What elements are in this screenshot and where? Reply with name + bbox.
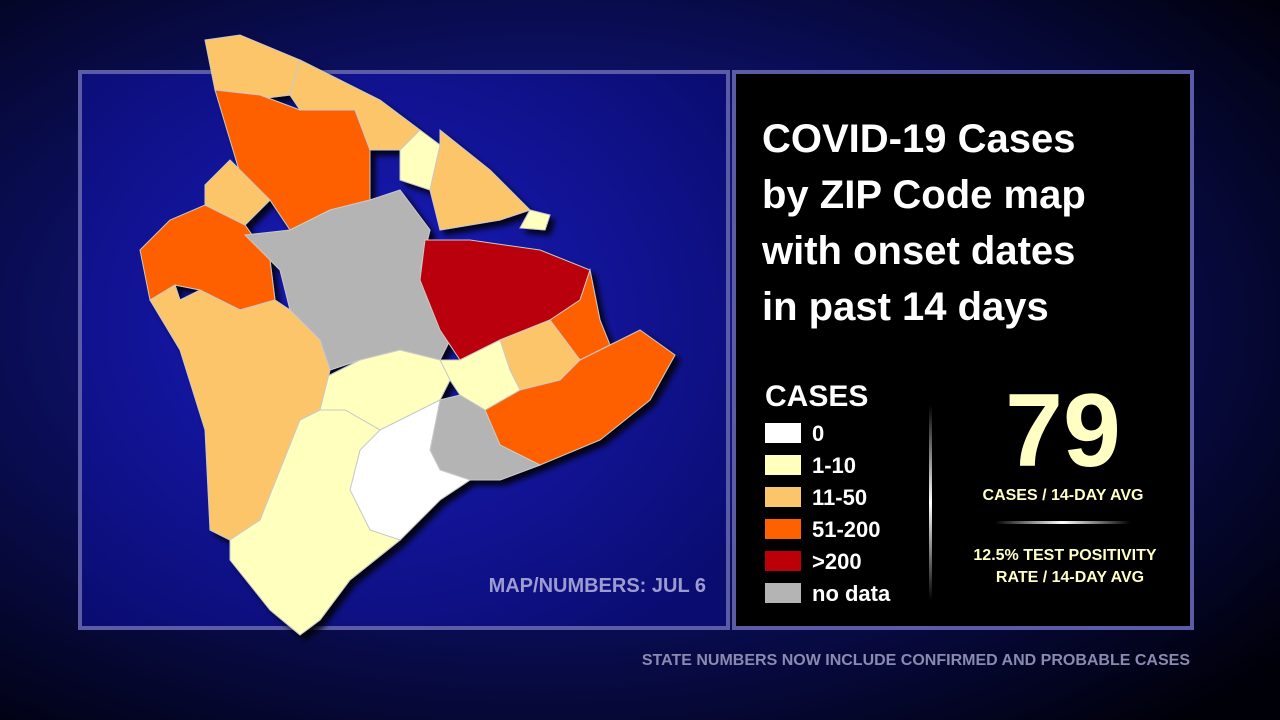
divider — [995, 521, 1130, 524]
positivity-line: RATE / 14-DAY AVG — [996, 569, 1144, 586]
legend-label: 11-50 — [812, 485, 867, 510]
zip-region — [519, 209, 551, 231]
legend-swatch — [765, 583, 801, 603]
divider — [929, 405, 932, 600]
legend-label: >200 — [812, 549, 862, 574]
legend-swatch — [765, 519, 801, 539]
zip-region — [439, 339, 521, 411]
zip-region — [289, 59, 421, 151]
zip-region — [229, 409, 402, 636]
title-line: by ZIP Code map — [762, 173, 1086, 217]
legend-label: 0 — [812, 421, 824, 446]
legend-swatch — [765, 487, 801, 507]
legend-title: CASES — [765, 380, 868, 413]
legend-label: 51-200 — [812, 517, 881, 542]
legend: 0 1-10 11-50 51-200 >200 no data — [765, 421, 891, 606]
legend-label: 1-10 — [812, 453, 856, 478]
legend-label: no data — [812, 581, 891, 606]
map-date: MAP/NUMBERS: JUL 6 — [489, 575, 706, 597]
footer: STATE NUMBERS NOW INCLUDE CONFIRMED AND … — [642, 652, 1190, 669]
island-map — [139, 34, 676, 636]
positivity: 12.5% TEST POSITIVITY RATE / 14-DAY AVG — [973, 547, 1156, 586]
title: COVID-19 Cases by ZIP Code map with onset … — [761, 117, 1086, 329]
cases-avg-label: CASES / 14-DAY AVG — [983, 487, 1144, 504]
positivity-line: 12.5% TEST POSITIVITY — [973, 547, 1156, 564]
legend-swatch — [765, 551, 801, 571]
title-line: in past 14 days — [762, 285, 1049, 329]
title-line: with onset dates — [761, 229, 1075, 273]
title-line: COVID-19 Cases — [762, 117, 1075, 161]
legend-swatch — [765, 455, 801, 475]
zip-region — [429, 128, 531, 231]
info-panel — [732, 70, 1194, 630]
legend-swatch — [765, 423, 801, 443]
cases-avg-value: 79 — [1005, 373, 1121, 489]
